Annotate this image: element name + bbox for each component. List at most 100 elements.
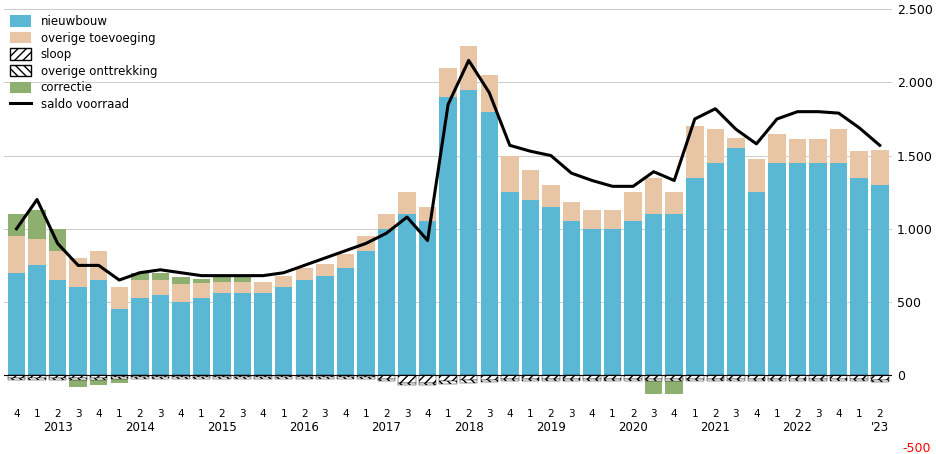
Bar — [829, 129, 846, 163]
Bar — [439, 381, 457, 384]
Bar — [850, 375, 867, 379]
Bar — [788, 379, 805, 381]
Bar — [829, 375, 846, 379]
Bar — [213, 377, 230, 379]
Bar — [255, 375, 271, 377]
Bar — [234, 377, 251, 379]
Bar — [336, 254, 354, 268]
Bar — [315, 375, 333, 377]
Bar — [603, 229, 621, 375]
Text: 2016: 2016 — [289, 420, 319, 434]
Bar — [480, 75, 497, 112]
Bar — [49, 378, 66, 380]
Bar — [850, 379, 867, 381]
Bar — [603, 210, 621, 229]
Bar — [377, 214, 395, 229]
Bar — [809, 379, 826, 381]
Text: -500: -500 — [901, 442, 929, 454]
Bar — [7, 236, 25, 273]
Bar — [295, 377, 313, 379]
Bar — [850, 151, 867, 178]
Bar — [315, 377, 333, 379]
Bar — [665, 192, 682, 214]
Bar — [357, 375, 374, 377]
Bar — [49, 280, 66, 375]
Bar — [521, 170, 538, 199]
Bar — [398, 375, 416, 383]
Bar — [501, 192, 518, 375]
Bar — [7, 214, 25, 236]
Bar — [809, 139, 826, 163]
Bar — [28, 239, 46, 266]
Bar — [357, 377, 374, 379]
Bar — [623, 192, 641, 222]
Bar — [829, 379, 846, 381]
Bar — [131, 280, 149, 298]
Bar — [644, 375, 662, 379]
Bar — [131, 273, 149, 280]
Bar — [542, 375, 559, 379]
Text: 2020: 2020 — [618, 420, 648, 434]
Bar — [234, 293, 251, 375]
Bar — [726, 375, 744, 379]
Bar — [398, 192, 416, 214]
Bar — [152, 280, 168, 295]
Bar — [110, 377, 128, 379]
Bar — [69, 375, 87, 387]
Bar — [726, 379, 744, 381]
Text: '23: '23 — [870, 420, 888, 434]
Bar — [623, 375, 641, 379]
Bar — [255, 377, 271, 379]
Bar — [665, 375, 682, 379]
Bar — [131, 375, 149, 377]
Bar — [460, 90, 477, 375]
Bar — [747, 375, 765, 379]
Bar — [665, 375, 682, 394]
Bar — [870, 150, 887, 185]
Bar — [706, 379, 724, 381]
Bar — [28, 375, 46, 378]
Bar — [172, 377, 189, 379]
Bar — [706, 375, 724, 379]
Bar — [49, 375, 66, 378]
Bar — [152, 295, 168, 375]
Bar — [603, 379, 621, 381]
Bar — [521, 375, 538, 379]
Bar — [193, 279, 210, 283]
Bar — [110, 375, 128, 377]
Bar — [336, 268, 354, 375]
Bar — [582, 379, 600, 381]
Bar — [90, 378, 108, 380]
Bar — [542, 379, 559, 381]
Bar — [501, 375, 518, 379]
Bar — [870, 380, 887, 382]
Text: 2013: 2013 — [43, 420, 72, 434]
Bar — [644, 379, 662, 381]
Bar — [521, 379, 538, 381]
Bar — [377, 375, 395, 379]
Bar — [274, 375, 292, 377]
Bar — [644, 375, 662, 394]
Text: 2018: 2018 — [453, 420, 483, 434]
Bar — [255, 281, 271, 293]
Bar — [213, 277, 230, 281]
Bar — [644, 178, 662, 214]
Bar — [357, 251, 374, 375]
Bar — [563, 379, 579, 381]
Bar — [152, 273, 168, 280]
Bar — [315, 264, 333, 276]
Bar — [623, 222, 641, 375]
Bar — [90, 375, 108, 378]
Bar — [418, 207, 436, 222]
Bar — [685, 375, 703, 379]
Bar — [685, 178, 703, 375]
Bar — [234, 375, 251, 377]
Bar — [768, 163, 785, 375]
Bar — [850, 178, 867, 375]
Bar — [870, 375, 887, 380]
Bar — [747, 158, 765, 192]
Bar — [788, 375, 805, 379]
Bar — [193, 375, 210, 377]
Bar — [234, 281, 251, 293]
Bar — [439, 375, 457, 381]
